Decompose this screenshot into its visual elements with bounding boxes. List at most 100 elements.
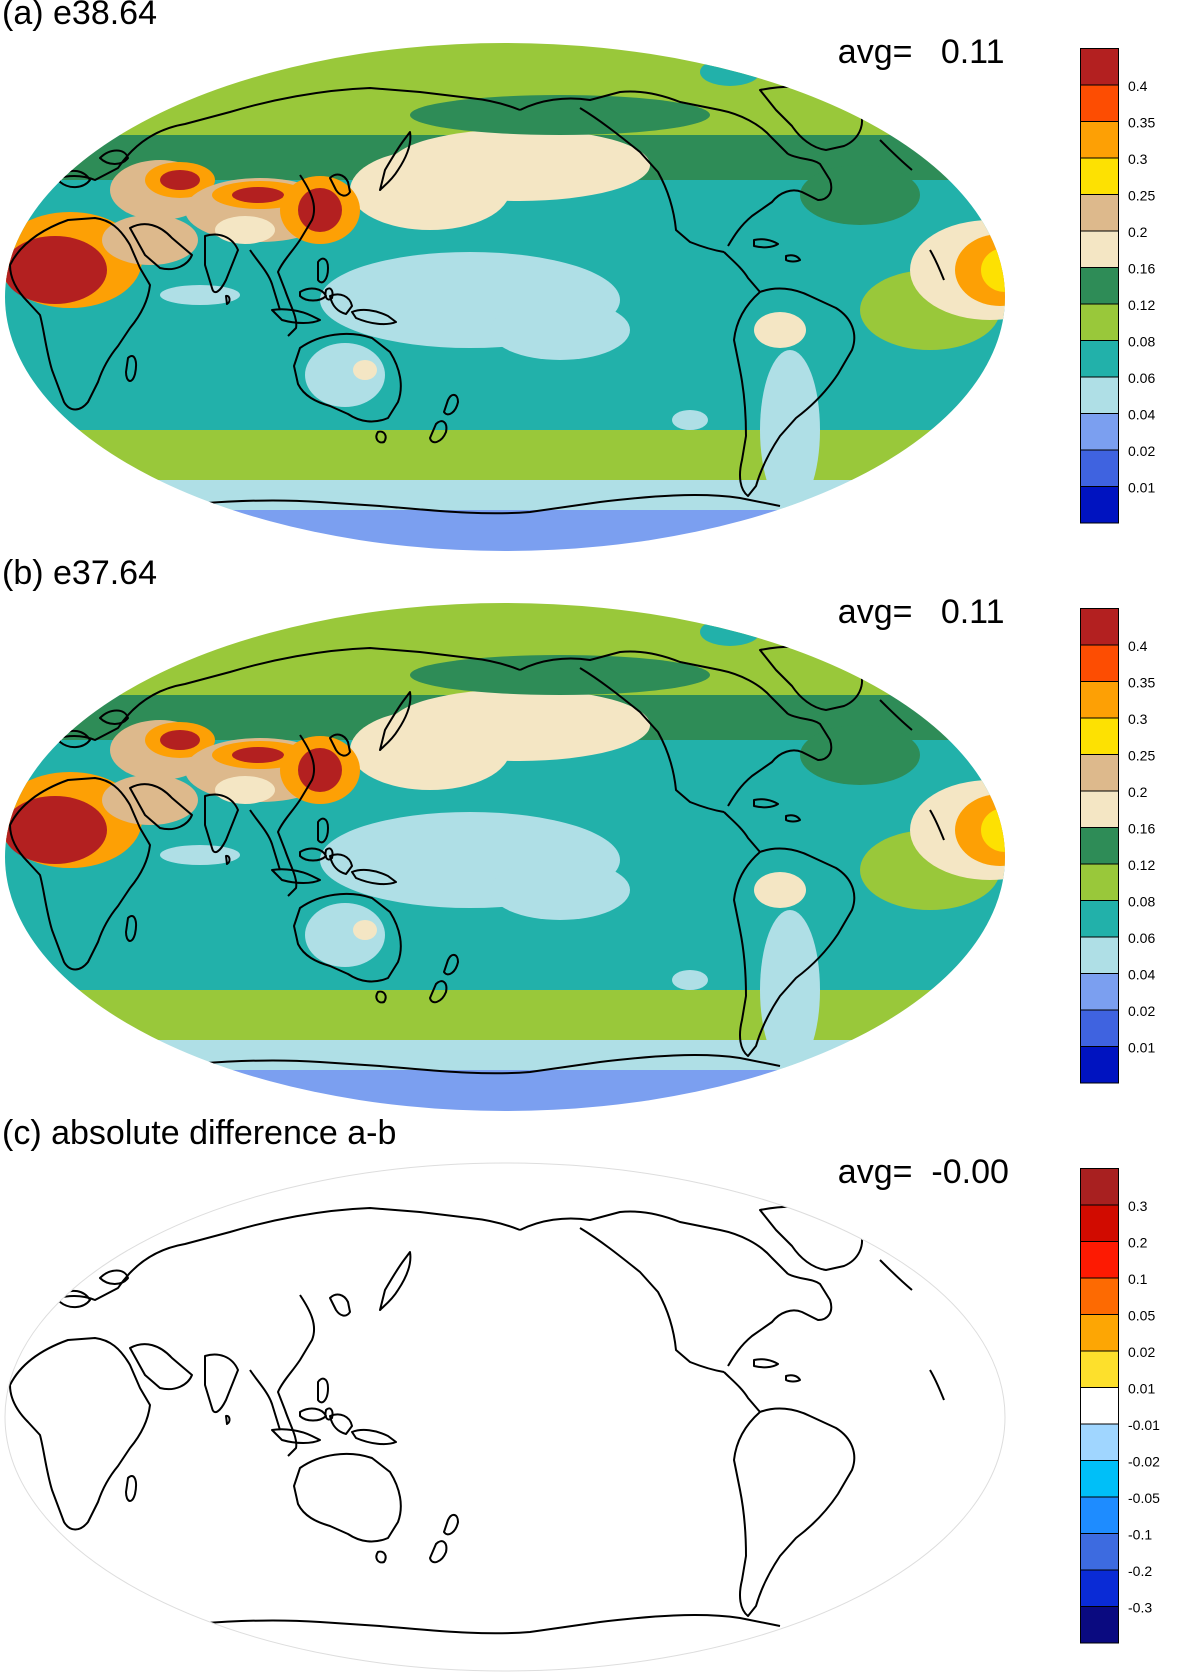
coastline [329,853,353,875]
colorbar-swatch [1080,157,1119,195]
colorbar-tick-label: 0.04 [1128,407,1155,423]
panel-a: (a) e38.64 avg= 0.11 0.01 0.02 0.04 0.06 0.0… [0,0,1194,555]
coastline [249,1369,281,1431]
coastline [204,233,239,294]
coastline [733,847,856,1057]
colorbar-swatch [1080,1009,1119,1047]
coastline [19,647,521,761]
colorbar-tick-label: -0.01 [1128,1417,1160,1433]
coastline [125,355,138,382]
colorbar-tick-label: 0.2 [1128,1235,1148,1251]
coastlines [9,85,945,515]
map-field [5,43,1005,551]
coastline [125,915,138,942]
coastline [293,332,402,423]
colorbar-tick-label: 0.04 [1128,967,1155,983]
coastline [129,223,193,271]
colorbar-tick-label: 0.25 [1128,188,1155,204]
coastline [351,1428,397,1446]
colorbar-swatch [1080,121,1119,159]
colorbar-swatch [1080,1241,1119,1279]
colorbar-tick-label: 0.16 [1128,261,1155,277]
coastline [225,1414,231,1425]
coastline [379,691,412,751]
coastline [129,1343,193,1391]
coastline [723,251,761,293]
coastline [139,1614,781,1635]
coastline [204,793,239,854]
colorbar-tick-label: 0.35 [1128,675,1155,691]
coastline [9,217,151,411]
colorbar-swatch [1080,1496,1119,1534]
coastline [299,287,327,302]
colorbar-tick-label: -0.2 [1128,1563,1152,1579]
coastline [519,650,789,715]
panel-b-title: (b) e37.64 [2,554,157,592]
colorbar-swatch [1080,194,1119,232]
coastline [99,149,129,165]
colorbar-swatch [1080,1387,1119,1425]
panel-b-avg-label: avg= [837,593,913,631]
coastline [277,734,316,897]
panel-a-avg-label: avg= [837,33,913,71]
coastline [727,1273,833,1367]
colorbar-tick-label: 0.08 [1128,334,1155,350]
coastline [129,783,193,831]
panel-a-avg: avg= 0.11 [800,0,1005,111]
coastline [271,308,321,324]
coastline [277,174,316,337]
colorbar-swatch [1080,303,1119,341]
coastline [727,153,833,247]
colorbar-swatch [1080,84,1119,122]
colorbar-swatch [1080,827,1119,865]
coastline [733,1407,856,1617]
coastline [519,1210,789,1275]
coastline [929,249,945,281]
colorbar-tick-label: 0.1 [1128,1271,1148,1287]
panel-c-title: (c) absolute difference a-b [2,1114,397,1152]
colorbar-swatch [1080,1350,1119,1388]
colorbar-swatch [1080,1423,1119,1461]
coastline [329,293,353,315]
coastline [443,1514,459,1536]
colorbar-swatch [1080,1168,1119,1206]
colorbar-tick-label: 0.2 [1128,224,1148,240]
coastline [723,1371,761,1413]
map-outline [4,1162,1006,1672]
colorbar-tick-label: -0.3 [1128,1600,1152,1616]
coastline [19,1207,521,1321]
colorbar-tick-label: 0.06 [1128,370,1155,386]
coastline [293,892,402,983]
map-field [5,603,1005,1111]
coastline [271,1428,321,1444]
coastline [785,1374,801,1383]
colorbar-swatch [1080,1606,1119,1644]
coastline [299,1407,327,1422]
colorbar-swatch [1080,863,1119,901]
coastline [19,87,521,201]
coastline [271,868,321,884]
colorbar-swatch [1080,973,1119,1011]
colorbar-swatch [1080,608,1119,646]
colorbar-tick-label: 0.3 [1128,151,1148,167]
coastline [9,777,151,971]
panel-b-colorbar: 0.01 0.02 0.04 0.06 0.08 0.12 0.16 0.2 0.25 0.3 0.… [1080,608,1180,1108]
colorbar-tick-label: 0.3 [1128,711,1148,727]
coastline [879,139,913,171]
coastline [299,847,327,862]
panel-b-avg: avg= 0.11 [800,554,1005,671]
panel-b-map [0,600,1010,1120]
colorbar-tick-label: 0.2 [1128,784,1148,800]
coastline [579,107,725,253]
coastline [929,809,945,841]
colorbar-tick-label: 0.12 [1128,857,1155,873]
coastline [879,699,913,731]
colorbar-tick-label: 0.02 [1128,1344,1155,1360]
coastline [379,1251,412,1311]
panel-c-map [0,1160,1010,1680]
coastline [59,169,91,188]
colorbar-swatch [1080,754,1119,792]
coastline [785,814,801,823]
colorbar-swatch [1080,681,1119,719]
colorbar-swatch [1080,900,1119,938]
